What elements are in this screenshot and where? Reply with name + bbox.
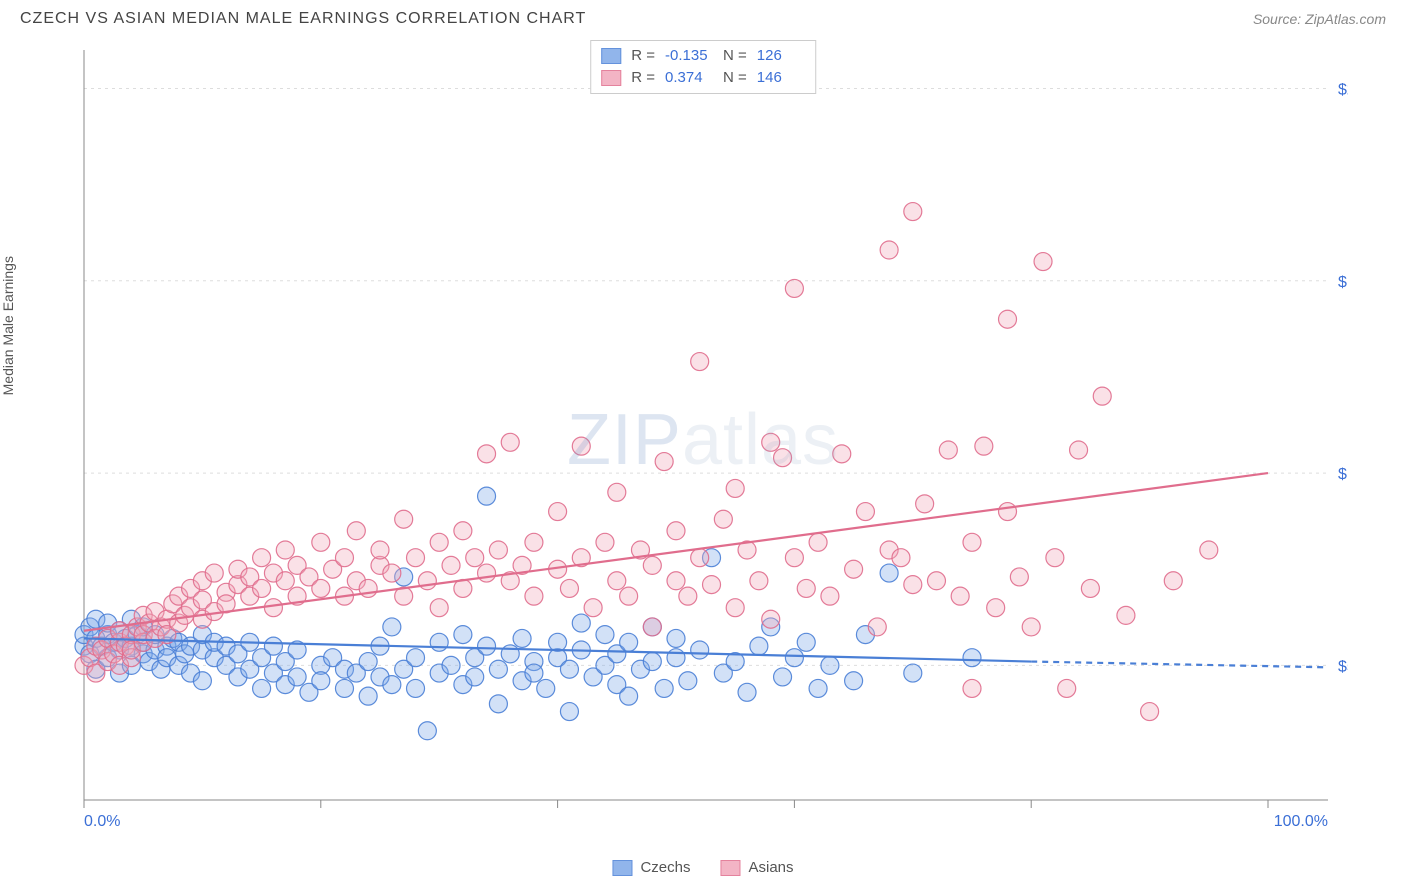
legend-item-asians: Asians xyxy=(721,859,794,876)
source-label: Source: ZipAtlas.com xyxy=(1253,11,1386,27)
stat-n-asians: 146 xyxy=(757,67,805,89)
stat-r-label: R = xyxy=(631,67,655,89)
stats-row-czechs: R = -0.135 N = 126 xyxy=(601,45,805,67)
stats-box: R = -0.135 N = 126 R = 0.374 N = 146 xyxy=(590,40,816,94)
stat-r-czechs: -0.135 xyxy=(665,45,713,67)
legend-swatch-asians xyxy=(721,860,741,876)
svg-text:$150,000: $150,000 xyxy=(1338,274,1348,291)
svg-text:100.0%: 100.0% xyxy=(1274,813,1328,830)
chart-wrap: Median Male Earnings R = -0.135 N = 126 … xyxy=(18,40,1388,874)
svg-text:$200,000: $200,000 xyxy=(1338,81,1348,98)
stat-n-czechs: 126 xyxy=(757,45,805,67)
legend-swatch-czechs xyxy=(612,860,632,876)
legend-item-czechs: Czechs xyxy=(612,859,690,876)
swatch-asians xyxy=(601,70,621,86)
y-axis-label: Median Male Earnings xyxy=(0,256,16,395)
legend-label-asians: Asians xyxy=(749,859,794,876)
legend-label-czechs: Czechs xyxy=(640,859,690,876)
svg-text:$100,000: $100,000 xyxy=(1338,466,1348,483)
svg-text:0.0%: 0.0% xyxy=(84,813,120,830)
swatch-czechs xyxy=(601,48,621,64)
stat-n-label: N = xyxy=(723,67,747,89)
stat-n-label: N = xyxy=(723,45,747,67)
scatter-chart: $50,000 $100,000 $150,000 $200,000 0.0% 100.0… xyxy=(48,40,1348,830)
stat-r-label: R = xyxy=(631,45,655,67)
svg-text:$50,000: $50,000 xyxy=(1338,658,1348,675)
chart-title: CZECH VS ASIAN MEDIAN MALE EARNINGS CORR… xyxy=(20,10,586,28)
stats-row-asians: R = 0.374 N = 146 xyxy=(601,67,805,89)
bottom-legend: Czechs Asians xyxy=(612,859,793,876)
stat-r-asians: 0.374 xyxy=(665,67,713,89)
